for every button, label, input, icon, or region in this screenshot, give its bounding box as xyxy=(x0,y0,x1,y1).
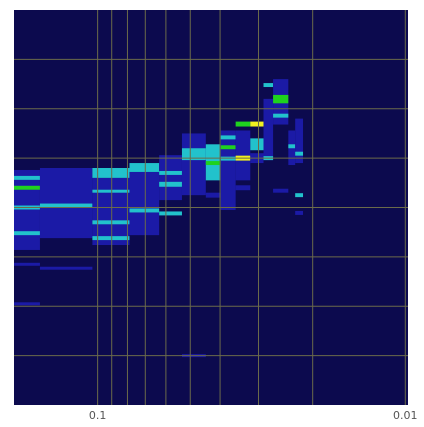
cell xyxy=(159,171,182,175)
cell xyxy=(295,193,303,197)
cell xyxy=(221,135,236,139)
cell xyxy=(273,114,288,118)
cell xyxy=(14,186,40,190)
cell xyxy=(221,130,236,209)
cell xyxy=(159,182,182,187)
cell xyxy=(14,231,40,235)
cell xyxy=(159,155,182,200)
cell xyxy=(295,211,303,215)
cell xyxy=(273,95,288,103)
cell xyxy=(250,122,263,127)
cell xyxy=(129,172,159,235)
cell xyxy=(221,145,236,149)
cell xyxy=(236,185,251,190)
cell xyxy=(129,163,159,172)
cell xyxy=(14,176,40,180)
cell xyxy=(206,161,221,165)
cell xyxy=(14,302,40,305)
cell xyxy=(129,208,159,212)
cell xyxy=(14,170,40,250)
cell xyxy=(236,122,251,127)
cell xyxy=(263,83,273,87)
cell xyxy=(159,211,182,215)
chart: 0.1 0.01 xyxy=(0,0,424,423)
cell xyxy=(236,130,251,180)
cell xyxy=(250,138,263,150)
cell xyxy=(182,133,206,195)
cell xyxy=(273,189,288,193)
cell xyxy=(40,168,92,238)
cell xyxy=(14,263,40,266)
cell xyxy=(295,152,303,156)
cell xyxy=(295,119,303,163)
cell xyxy=(288,144,295,148)
x-tick-label: 0.1 xyxy=(89,409,107,422)
cell xyxy=(263,99,273,160)
cell xyxy=(40,267,92,270)
x-tick-label: 0.01 xyxy=(393,409,418,422)
cell xyxy=(40,204,92,208)
cell xyxy=(206,193,221,198)
